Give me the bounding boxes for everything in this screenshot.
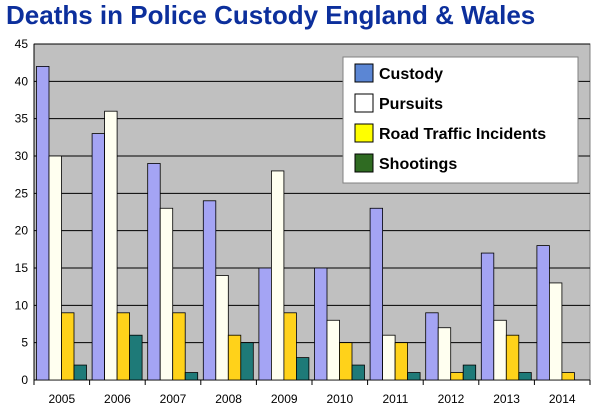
bar-custody-2013 xyxy=(480,252,495,381)
bar-shootings-2013 xyxy=(518,372,532,381)
bar-pursuits-2007 xyxy=(159,207,174,381)
bar-road-traffic-incidents-2011 xyxy=(394,342,409,381)
bar-road-traffic-incidents-2014 xyxy=(561,372,575,381)
bar-road-traffic-incidents-2012 xyxy=(450,372,464,381)
bar-pursuits-2008 xyxy=(215,275,229,381)
bar-pursuits-2014 xyxy=(549,282,563,381)
bar-pursuits-2009 xyxy=(270,170,285,381)
legend xyxy=(342,56,579,184)
x-tick-label: 2008 xyxy=(215,392,242,406)
x-tick-label: 2007 xyxy=(160,392,187,406)
y-tick-label: 35 xyxy=(15,112,29,126)
bar-road-traffic-incidents-2007 xyxy=(172,312,186,381)
bar-custody-2010 xyxy=(314,267,328,381)
x-tick-label: 2005 xyxy=(48,392,75,406)
bar-shootings-2012 xyxy=(462,364,477,381)
y-tick-label: 30 xyxy=(15,149,29,163)
legend-swatch-road-traffic-incidents xyxy=(354,123,374,143)
x-tick-label: 2009 xyxy=(271,392,298,406)
bar-road-traffic-incidents-2013 xyxy=(505,334,520,381)
y-tick-label: 0 xyxy=(21,373,28,387)
bar-pursuits-2005 xyxy=(48,155,62,381)
bar-shootings-2005 xyxy=(73,364,87,381)
bar-custody-2009 xyxy=(258,267,272,381)
bar-custody-2005 xyxy=(36,66,50,381)
bar-pursuits-2010 xyxy=(326,319,340,381)
bar-pursuits-2006 xyxy=(104,110,118,381)
bar-custody-2012 xyxy=(425,312,439,381)
y-tick-label: 5 xyxy=(21,336,28,350)
bar-custody-2014 xyxy=(536,245,550,381)
bar-custody-2008 xyxy=(202,200,217,381)
x-tick-label: 2014 xyxy=(549,392,576,406)
legend-label-custody: Custody xyxy=(379,66,443,83)
bar-shootings-2006 xyxy=(129,334,143,381)
bar-shootings-2007 xyxy=(184,372,199,381)
bar-road-traffic-incidents-2010 xyxy=(339,342,353,381)
legend-swatch-shootings xyxy=(354,153,374,173)
bar-shootings-2009 xyxy=(295,357,310,381)
chart-title: Deaths in Police Custody England & Wales xyxy=(6,0,536,30)
y-tick-label: 15 xyxy=(15,261,29,275)
legend-swatch-custody xyxy=(354,63,374,83)
legend-label-pursuits: Pursuits xyxy=(379,96,443,113)
bar-road-traffic-incidents-2008 xyxy=(227,334,242,381)
y-tick-label: 40 xyxy=(15,74,29,88)
bar-road-traffic-incidents-2006 xyxy=(116,312,130,381)
bar-pursuits-2011 xyxy=(382,334,396,381)
bar-shootings-2008 xyxy=(240,342,254,381)
x-tick-label: 2013 xyxy=(493,392,520,406)
legend-swatch-pursuits xyxy=(354,93,374,113)
bar-custody-2006 xyxy=(91,133,105,381)
x-tick-label: 2012 xyxy=(438,392,465,406)
bar-custody-2007 xyxy=(147,163,161,381)
legend-label-shootings: Shootings xyxy=(379,156,457,173)
y-tick-label: 45 xyxy=(15,37,29,51)
y-tick-label: 10 xyxy=(15,298,29,312)
bar-shootings-2011 xyxy=(407,372,421,381)
y-tick-label: 20 xyxy=(15,224,29,238)
legend-label-road-traffic-incidents: Road Traffic Incidents xyxy=(379,126,546,143)
y-tick-label: 25 xyxy=(15,186,29,200)
bar-custody-2011 xyxy=(369,207,384,381)
bar-pursuits-2012 xyxy=(437,327,452,381)
bar-shootings-2010 xyxy=(351,364,365,381)
x-tick-label: 2011 xyxy=(382,392,408,406)
x-tick-label: 2010 xyxy=(326,392,353,406)
bar-road-traffic-incidents-2005 xyxy=(61,312,75,381)
bar-road-traffic-incidents-2009 xyxy=(283,312,297,381)
x-tick-label: 2006 xyxy=(104,392,131,406)
bar-pursuits-2013 xyxy=(493,319,507,381)
